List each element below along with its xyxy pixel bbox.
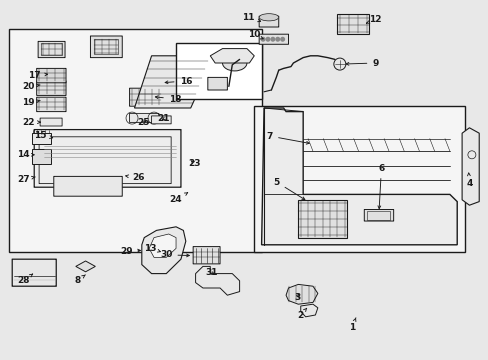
FancyBboxPatch shape (54, 176, 122, 196)
Text: 20: 20 (22, 82, 40, 91)
FancyBboxPatch shape (39, 137, 171, 184)
Text: 5: 5 (273, 177, 304, 199)
Polygon shape (210, 49, 254, 63)
Text: 9: 9 (346, 58, 378, 68)
FancyBboxPatch shape (90, 36, 122, 58)
Text: 10: 10 (247, 30, 263, 39)
Text: 21: 21 (157, 114, 170, 123)
Ellipse shape (222, 55, 246, 71)
Polygon shape (142, 227, 185, 274)
FancyBboxPatch shape (37, 81, 66, 95)
Text: 14: 14 (17, 150, 34, 159)
Bar (366, 211, 389, 220)
FancyBboxPatch shape (37, 68, 66, 83)
FancyBboxPatch shape (40, 118, 62, 126)
Text: 15: 15 (34, 130, 53, 139)
FancyBboxPatch shape (37, 97, 66, 112)
FancyBboxPatch shape (34, 130, 181, 187)
FancyBboxPatch shape (38, 41, 65, 58)
Text: 17: 17 (28, 71, 47, 80)
FancyBboxPatch shape (207, 77, 227, 90)
Text: 28: 28 (17, 274, 33, 285)
Text: 8: 8 (74, 275, 85, 285)
Bar (41, 43, 61, 55)
Text: 27: 27 (17, 175, 35, 184)
Text: 11: 11 (242, 13, 260, 22)
FancyBboxPatch shape (151, 116, 171, 124)
Text: 16: 16 (165, 77, 192, 85)
Ellipse shape (259, 14, 278, 21)
Text: 12: 12 (366, 15, 381, 24)
Text: 2: 2 (297, 308, 306, 320)
Polygon shape (134, 56, 210, 108)
FancyBboxPatch shape (259, 16, 278, 27)
Bar (176, 43, 261, 99)
Text: 4: 4 (465, 173, 472, 188)
Text: 29: 29 (120, 247, 140, 256)
FancyBboxPatch shape (129, 88, 161, 106)
Text: 25: 25 (137, 118, 149, 127)
FancyBboxPatch shape (129, 113, 159, 122)
Text: 23: 23 (188, 159, 201, 168)
Bar (337, 14, 368, 34)
Polygon shape (76, 261, 95, 272)
Polygon shape (149, 234, 176, 257)
FancyBboxPatch shape (193, 247, 220, 264)
Bar (9, 29, 261, 252)
Circle shape (270, 37, 275, 42)
FancyBboxPatch shape (364, 210, 393, 221)
FancyBboxPatch shape (259, 34, 288, 44)
Text: 6: 6 (377, 164, 384, 208)
Text: 30: 30 (160, 251, 189, 259)
Text: 26: 26 (125, 174, 144, 182)
Text: 1: 1 (348, 318, 355, 332)
Text: 7: 7 (266, 132, 308, 144)
Bar (32, 133, 51, 144)
Text: 18: 18 (155, 94, 181, 104)
Text: 24: 24 (169, 193, 187, 204)
Bar (94, 39, 118, 54)
Polygon shape (300, 304, 317, 317)
Bar (32, 149, 51, 164)
Polygon shape (261, 108, 456, 245)
Circle shape (280, 37, 285, 42)
Circle shape (265, 37, 270, 42)
Polygon shape (461, 128, 478, 205)
Text: 19: 19 (22, 98, 40, 107)
Text: 22: 22 (22, 118, 41, 127)
Bar (254, 106, 464, 252)
FancyBboxPatch shape (12, 259, 56, 286)
Polygon shape (195, 266, 239, 295)
Polygon shape (285, 284, 317, 304)
Circle shape (260, 37, 265, 42)
Text: 31: 31 (204, 269, 217, 277)
Circle shape (275, 37, 280, 42)
Text: 3: 3 (294, 292, 300, 302)
Text: 13: 13 (144, 244, 160, 253)
Bar (298, 200, 346, 238)
